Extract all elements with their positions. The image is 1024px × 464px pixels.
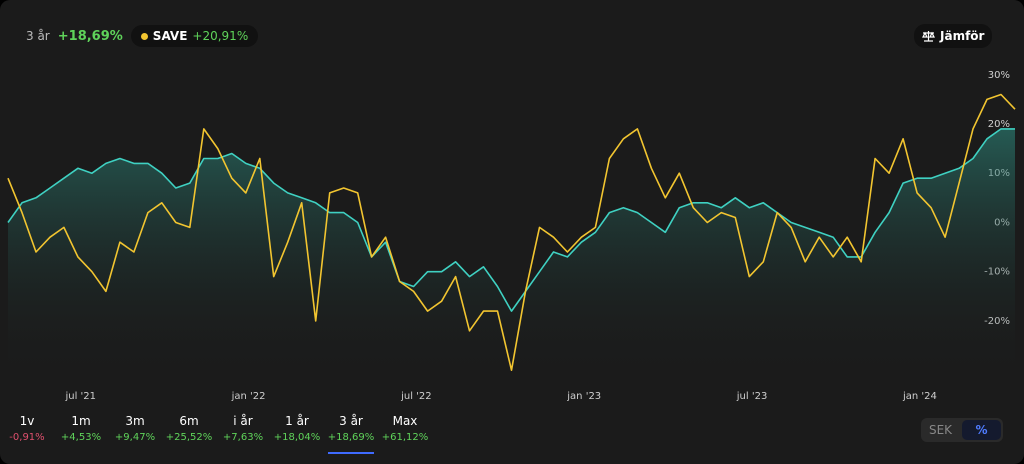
period-tab[interactable]: Max +61,12%	[378, 410, 432, 454]
period-change: +25,52%	[165, 432, 213, 443]
return-header: 3 år +18,69% SAVE +20,91%	[26, 25, 259, 47]
unit-option[interactable]: SEK	[928, 423, 953, 437]
period-label: 1 år	[285, 414, 309, 428]
period-label: 3 år	[26, 29, 50, 43]
x-tick-label: jan '22	[231, 391, 266, 402]
period-label: i år	[233, 414, 253, 428]
period-change: +18,04%	[273, 432, 321, 443]
x-tick-label: jul '23	[736, 391, 768, 402]
legend-name: SAVE	[152, 29, 188, 43]
x-tick-label: jul '22	[400, 391, 432, 402]
period-change: +9,47%	[114, 432, 156, 443]
period-change: +18,69%	[57, 28, 123, 44]
period-tab[interactable]: 1m +4,53%	[54, 410, 108, 454]
period-label: 1v	[19, 414, 35, 428]
period-change: +7,63%	[222, 432, 264, 443]
period-label: 3m	[125, 414, 145, 428]
legend-change: +20,91%	[192, 29, 249, 43]
period-tab[interactable]: i år +7,63%	[216, 410, 270, 454]
period-label: 6m	[179, 414, 199, 428]
period-label: 1m	[71, 414, 91, 428]
line	[7, 93, 1016, 371]
period-label: Max	[392, 414, 418, 428]
unit-toggle: SEK%	[921, 418, 1003, 442]
x-tick-label: jul '21	[64, 391, 96, 402]
compare-label: Jämför	[940, 29, 985, 43]
line	[7, 128, 1015, 312]
period-change: +61,12%	[381, 432, 429, 443]
x-tick-label: jan '24	[902, 391, 937, 402]
period-tab[interactable]: 1 år +18,04%	[270, 410, 324, 454]
x-tick-label: jan '23	[566, 391, 601, 402]
period-tabs: 1v -0,91% 1m +4,53% 3m +9,47% 6m +25,52% i år +7,…	[0, 410, 432, 454]
period-tab[interactable]: 1v -0,91%	[0, 410, 54, 454]
period-label: 3 år	[339, 414, 363, 428]
period-tab[interactable]: 3m +9,47%	[108, 410, 162, 454]
period-tab[interactable]: 6m +25,52%	[162, 410, 216, 454]
legend-dot	[140, 32, 148, 40]
period-change: +18,69%	[327, 432, 375, 443]
compare-button[interactable]: Jämför	[914, 24, 993, 48]
compare-pill[interactable]: SAVE +20,91%	[130, 25, 259, 47]
y-tick-label: 20%	[988, 119, 1010, 130]
period-change: -0,91%	[9, 432, 45, 443]
unit-option[interactable]: %	[962, 420, 1001, 440]
area	[8, 128, 1015, 380]
period-tab[interactable]: 3 år +18,69%	[324, 410, 378, 454]
y-tick-label: 30%	[988, 70, 1010, 81]
period-change: +4,53%	[60, 432, 102, 443]
scale-icon	[922, 31, 935, 42]
